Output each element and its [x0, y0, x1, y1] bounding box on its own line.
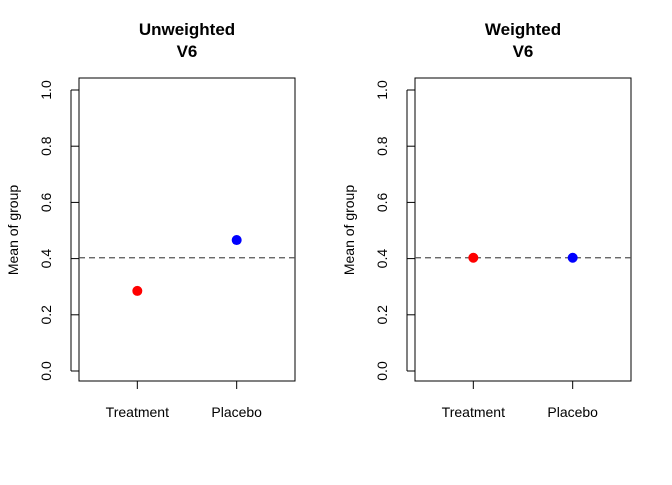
chart-2-y-tick-label: 0.6	[374, 192, 390, 212]
chart-1-y-tick-label: 0.8	[38, 136, 54, 156]
chart-2-y-tick-label: 0.4	[374, 249, 390, 269]
chart-1-x-tick-label: Placebo	[211, 404, 262, 420]
chart-2-y-tick-label: 0.8	[374, 136, 390, 156]
chart-1-y-tick-label: 1.0	[38, 80, 54, 100]
chart-2-point-placebo	[567, 252, 578, 263]
chart-2-point-treatment	[468, 252, 479, 263]
chart-2-plot-frame	[414, 77, 632, 382]
chart-2-subtitle: V6	[513, 42, 534, 61]
chart-2-title: Weighted	[485, 20, 561, 39]
chart-1-x-tick-label: Treatment	[106, 404, 169, 420]
chart-2-y-tick-label: 0.0	[374, 361, 390, 381]
chart-1-y-axis-label: Mean of group	[5, 185, 21, 275]
chart-1-point-placebo	[231, 235, 242, 246]
chart-1-y-tick-label: 0.2	[38, 305, 54, 325]
chart-1-subtitle: V6	[177, 42, 198, 61]
chart-1-y-tick-label: 0.4	[38, 249, 54, 269]
chart-2-x-tick-label: Placebo	[547, 404, 598, 420]
chart-2-y-tick-label: 0.2	[374, 305, 390, 325]
chart-2-x-tick-label: Treatment	[442, 404, 505, 420]
chart-1-point-treatment	[132, 285, 143, 296]
chart-1-y-tick-label: 0.0	[38, 361, 54, 381]
chart-1-plot-frame	[78, 77, 296, 382]
chart-1-y-tick-label: 0.6	[38, 192, 54, 212]
chart-1-title: Unweighted	[139, 20, 235, 39]
chart-2-y-tick-label: 1.0	[374, 80, 390, 100]
chart-2-y-axis-label: Mean of group	[341, 185, 357, 275]
